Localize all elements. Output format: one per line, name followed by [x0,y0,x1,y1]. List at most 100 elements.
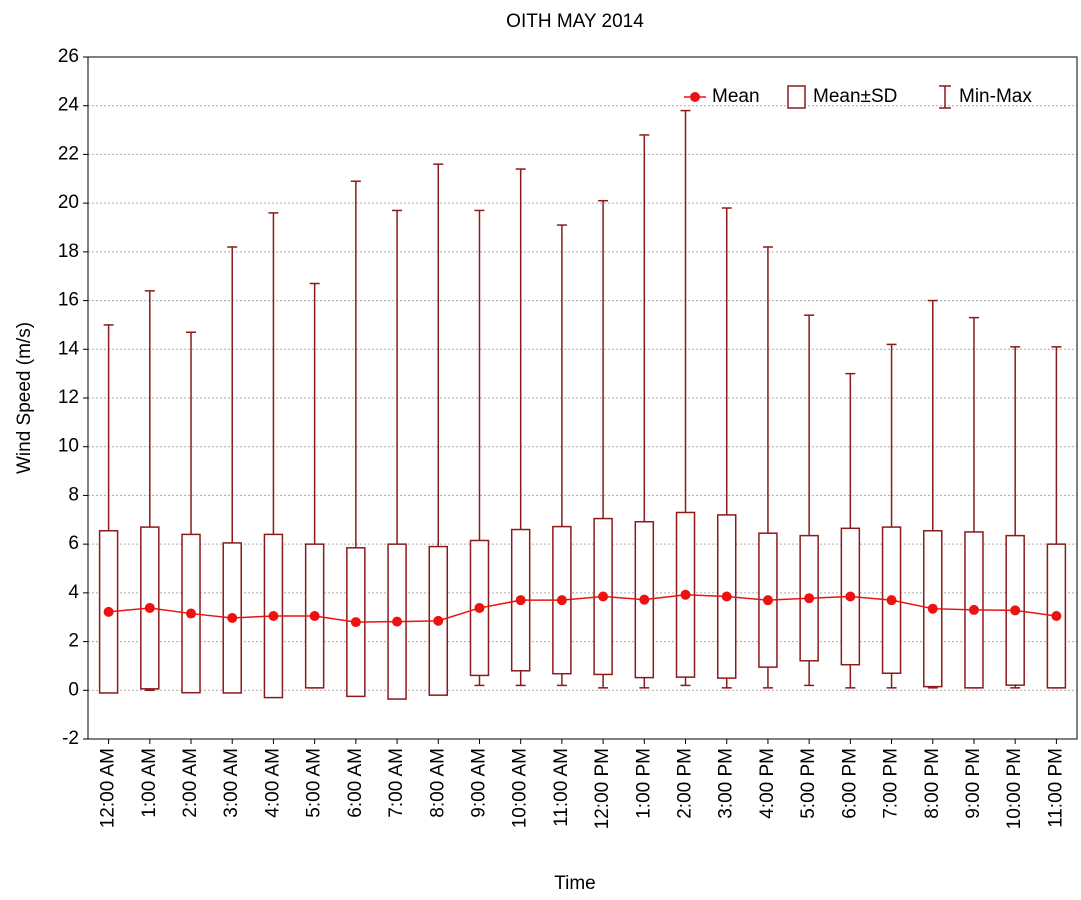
y-tick-label: 0 [68,679,79,700]
mean-dot [639,594,650,605]
x-tick-label: 5:00 AM [304,748,325,818]
x-tick-label: 3:00 PM [716,748,737,819]
y-tick-label: 26 [58,46,79,67]
lower-whisker [639,677,650,689]
upper-whisker [927,299,938,531]
upper-whisker [1051,346,1062,545]
lower-whisker [556,673,567,687]
y-tick-label: 2 [68,631,79,652]
upper-whisker [804,314,815,536]
y-tick-label: 8 [68,484,79,505]
y-tick-label: -2 [62,728,79,749]
x-tick-label: 12:00 PM [592,748,613,829]
lower-whisker [762,667,773,689]
x-tick-label: 10:00 PM [1004,748,1025,829]
upper-whisker [186,331,197,535]
upper-whisker [144,290,155,528]
mean-dot [762,595,773,606]
x-tick-label: 7:00 AM [386,748,407,818]
lower-whisker [845,664,856,689]
legend-label: Min-Max [959,86,1032,107]
upper-whisker [721,207,732,515]
x-tick-label: 10:00 AM [510,748,531,828]
x-tick-label: 8:00 AM [427,748,448,818]
upper-whisker [103,324,114,531]
y-tick-label: 20 [58,192,79,213]
lower-whisker [515,670,526,687]
mean-dot [556,595,567,606]
mean-line [108,594,1057,623]
mean-dot [186,608,197,619]
mean-dot [103,606,114,617]
upper-whisker [268,212,279,535]
mean-dot [804,593,815,604]
y-tick-label: 10 [58,436,79,457]
x-tick-label: 3:00 AM [221,748,242,818]
legend-label: Mean±SD [813,86,897,107]
x-tick-label: 5:00 PM [798,748,819,819]
lower-whisker [886,673,897,689]
y-tick-label: 18 [58,241,79,262]
upper-whisker [474,209,485,541]
lower-whisker [804,660,815,687]
y-tick-label: 12 [58,387,79,408]
mean-dot [433,615,444,626]
lower-whisker [598,674,609,689]
x-tick-label: 1:00 AM [139,748,160,818]
x-tick-label: 7:00 PM [881,748,902,819]
x-tick-label: 1:00 PM [633,748,654,819]
upper-whisker [598,199,609,519]
mean-dot [1051,610,1062,621]
x-tick-label: 12:00 AM [98,748,119,828]
x-tick-label: 11:00 PM [1045,748,1066,828]
mean-dot [474,602,485,613]
y-tick-label: 6 [68,533,79,554]
x-tick-label: 4:00 PM [757,748,778,819]
x-tick-label: 2:00 AM [180,748,201,818]
upper-whisker [886,343,897,528]
upper-whisker [515,168,526,530]
mean-dot [1010,605,1021,616]
y-tick-label: 16 [58,290,79,311]
upper-whisker [968,316,979,532]
upper-whisker [227,246,238,543]
upper-whisker [350,180,361,548]
lower-whisker [680,677,691,687]
upper-whisker [433,163,444,547]
x-tick-label: 2:00 PM [675,748,696,819]
y-tick-label: 24 [58,95,80,116]
x-tick-label: 4:00 AM [262,748,283,818]
mean-dot [144,602,155,613]
plot-frame [87,56,1078,740]
upper-whisker [762,246,773,534]
mean-dot [680,589,691,600]
x-tick-label: 9:00 PM [963,748,984,819]
x-axis-label: Time [554,873,596,894]
mean-dot [268,610,279,621]
upper-whisker [556,224,567,527]
x-tick-label: 6:00 PM [839,748,860,819]
legend-label: Mean [712,86,760,107]
mean-dot [392,616,403,627]
mean-dot [886,595,897,606]
upper-whisker [845,372,856,529]
lower-whisker [721,678,732,689]
mean-dot [598,591,609,602]
mean-dot [350,617,361,628]
mean-dot [968,604,979,615]
y-tick-label: 22 [58,143,79,164]
y-axis-label: Wind Speed (m/s) [14,322,35,474]
x-tick-label: 9:00 AM [468,748,489,818]
legend-swatch [787,85,806,109]
upper-whisker [1010,346,1021,536]
upper-whisker [639,134,650,522]
upper-whisker [309,282,320,545]
mean-dot [227,612,238,623]
upper-whisker [680,109,691,513]
x-tick-label: 11:00 AM [551,748,572,827]
upper-whisker [392,209,403,545]
y-tick-label: 14 [58,338,80,359]
chart-title: OITH MAY 2014 [506,11,644,32]
y-tick-label: 4 [68,582,79,603]
